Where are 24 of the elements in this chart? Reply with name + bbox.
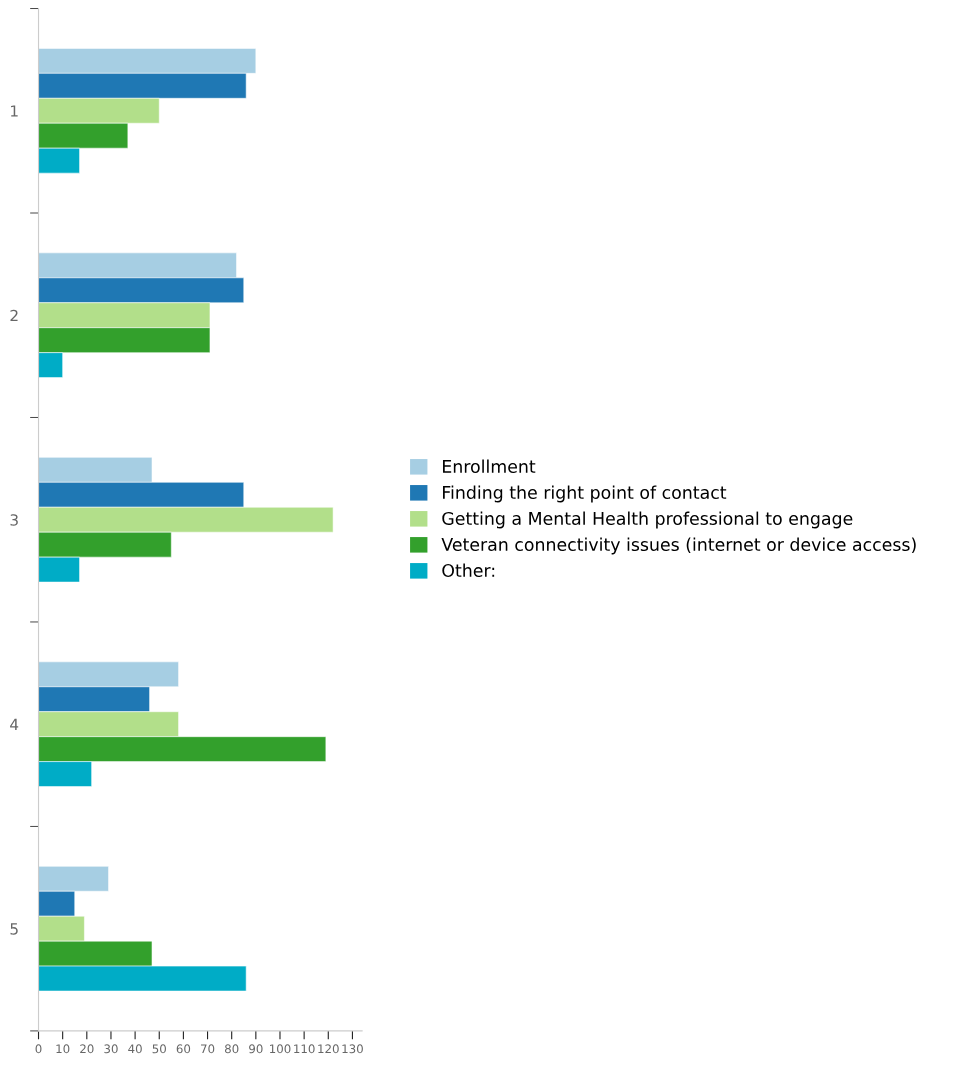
x-tick-label: 100 [270, 1044, 291, 1054]
x-tick-label: 70 [201, 1044, 215, 1054]
x-tick-label: 90 [249, 1044, 263, 1054]
x-tick-label: 60 [176, 1044, 191, 1054]
x-tick-label: 40 [128, 1044, 142, 1054]
y-tick-label: 5 [10, 923, 18, 935]
x-tick-label: 130 [342, 1044, 363, 1054]
x-tick-label: 110 [294, 1044, 315, 1054]
x-tick-label: 120 [318, 1044, 339, 1054]
legend-label: Enrollment [443, 459, 536, 474]
legend-label: Veteran connectivity issues (internet or device access) [441, 537, 916, 555]
x-tick-label: 80 [224, 1044, 239, 1054]
x-tick-label: 30 [104, 1044, 118, 1054]
legend-label: Finding the right point of contact [443, 485, 727, 503]
y-tick-label: 3 [10, 514, 18, 526]
x-tick-label: 10 [56, 1044, 70, 1054]
x-tick-label: 20 [80, 1044, 94, 1054]
x-tick-label: 0 [35, 1044, 42, 1054]
legend-label: Other: [442, 563, 495, 578]
y-tick-label: 2 [10, 309, 18, 322]
x-tick-label: 50 [152, 1044, 166, 1054]
legend-label: Getting a Mental Health professional to engage [442, 511, 853, 529]
y-tick-label: 4 [10, 718, 19, 730]
y-tick-label: 1 [11, 105, 18, 117]
